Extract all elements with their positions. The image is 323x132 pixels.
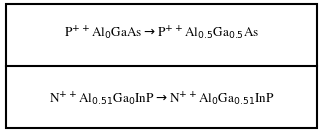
Text: P$^{++}$Al$_{0}$GaAs$\rightarrow$P$^{++}$Al$_{0.5}$Ga$_{0.5}$As: P$^{++}$Al$_{0}$GaAs$\rightarrow$P$^{++}… [64,24,259,42]
Text: N$^{++}$Al$_{0.51}$Ga$_{0}$InP$\rightarrow$N$^{++}$Al$_{0}$Ga$_{0.51}$InP: N$^{++}$Al$_{0.51}$Ga$_{0}$InP$\rightarr… [49,90,274,108]
